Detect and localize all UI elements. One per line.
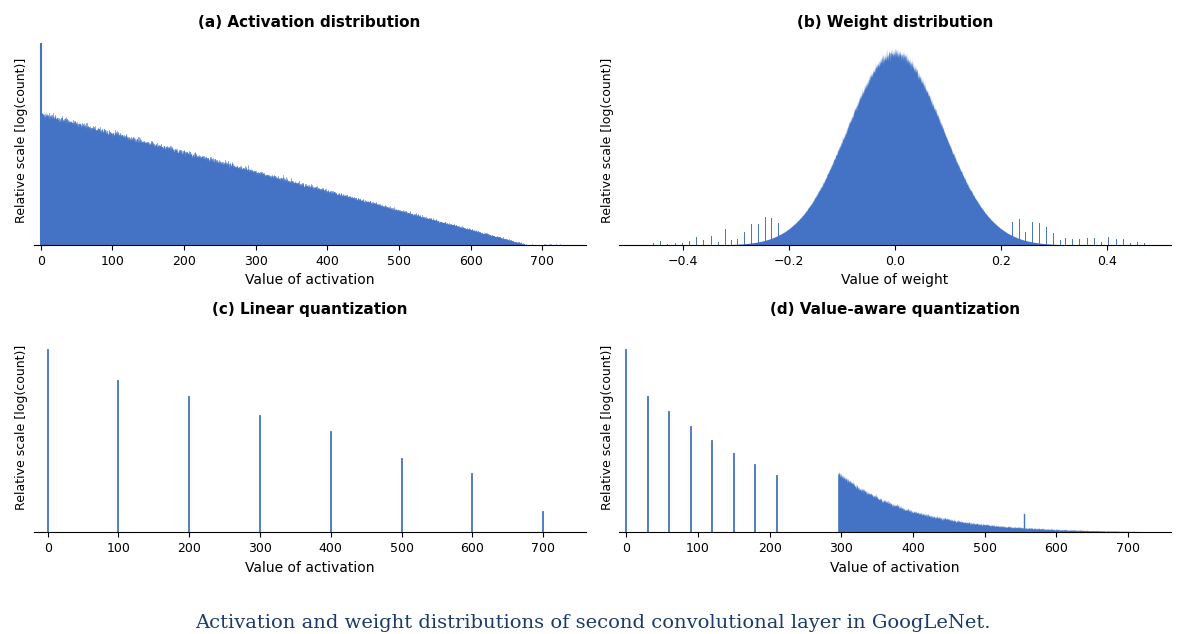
Title: (b) Weight distribution: (b) Weight distribution bbox=[797, 15, 993, 30]
Y-axis label: Relative scale [log(count)]: Relative scale [log(count)] bbox=[15, 345, 28, 510]
Y-axis label: Relative scale [log(count)]: Relative scale [log(count)] bbox=[15, 58, 28, 223]
X-axis label: Value of activation: Value of activation bbox=[830, 560, 959, 574]
Y-axis label: Relative scale [log(count)]: Relative scale [log(count)] bbox=[600, 58, 613, 223]
Title: (c) Linear quantization: (c) Linear quantization bbox=[212, 302, 407, 317]
X-axis label: Value of activation: Value of activation bbox=[244, 560, 375, 574]
X-axis label: Value of activation: Value of activation bbox=[244, 273, 375, 287]
X-axis label: Value of weight: Value of weight bbox=[841, 273, 949, 287]
Title: (d) Value-aware quantization: (d) Value-aware quantization bbox=[770, 302, 1020, 317]
Title: (a) Activation distribution: (a) Activation distribution bbox=[198, 15, 421, 30]
Text: Activation and weight distributions of second convolutional layer in GoogLeNet.: Activation and weight distributions of s… bbox=[196, 614, 990, 631]
Y-axis label: Relative scale [log(count)]: Relative scale [log(count)] bbox=[600, 345, 613, 510]
